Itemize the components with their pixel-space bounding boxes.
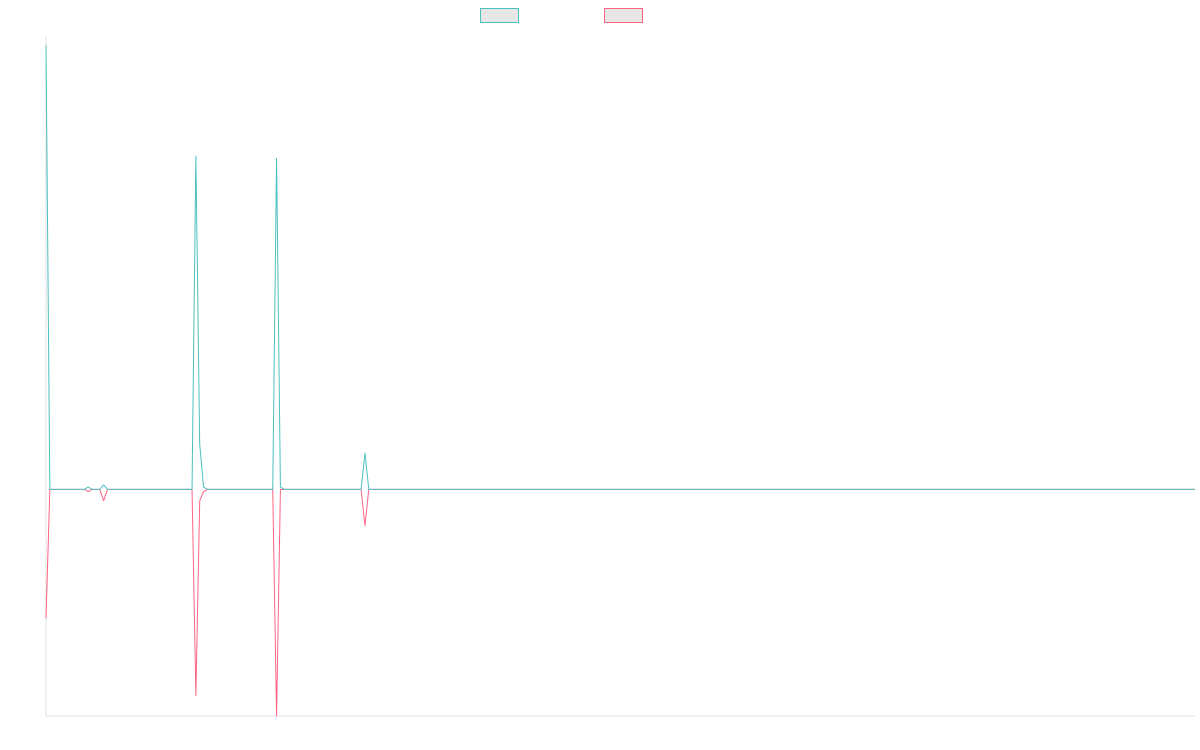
legend-swatch-series-1 xyxy=(480,8,519,23)
series-line-1 xyxy=(45,45,1195,490)
legend xyxy=(0,8,1200,28)
series-line-2 xyxy=(45,488,1195,717)
legend-swatch-series-2 xyxy=(604,8,643,23)
legend-item-series-2[interactable] xyxy=(604,8,643,23)
legend-item-series-1[interactable] xyxy=(480,8,519,23)
